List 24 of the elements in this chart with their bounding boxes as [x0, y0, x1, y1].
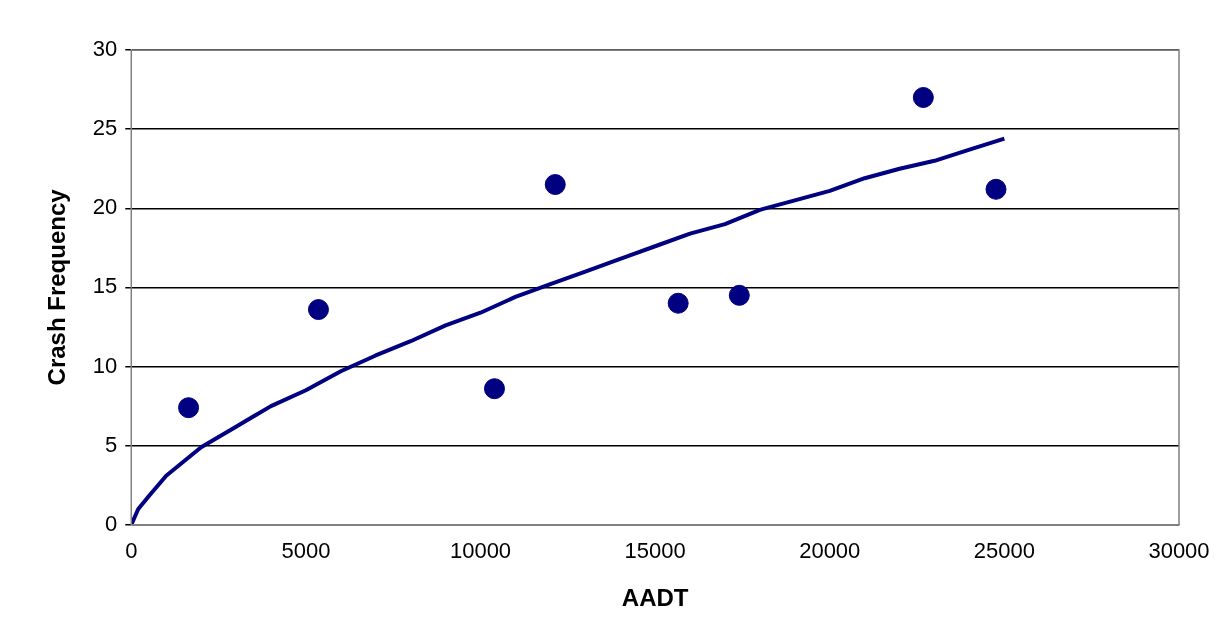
point — [728, 284, 750, 306]
x-tick-label: 20000 — [799, 538, 861, 564]
y-tick-label: 25 — [92, 115, 118, 141]
point — [307, 299, 329, 321]
y-tick-label: 15 — [92, 273, 118, 299]
point — [178, 397, 200, 419]
x-tick-label: 30000 — [1148, 538, 1210, 564]
x-tick-label: 0 — [125, 538, 138, 564]
x-tick-label: 25000 — [973, 538, 1035, 564]
x-axis-title: AADT — [621, 584, 689, 612]
y-tick-label: 10 — [92, 352, 118, 378]
y-tick-label: 20 — [92, 194, 118, 220]
point — [667, 292, 689, 314]
y-tick-label: 5 — [105, 431, 118, 457]
x-tick-label: 15000 — [624, 538, 686, 564]
x-tick-label: 5000 — [281, 538, 331, 564]
x-tick-label: 10000 — [449, 538, 512, 564]
point — [912, 86, 934, 108]
y-tick-label: 0 — [105, 510, 118, 536]
y-tick-label: 30 — [92, 36, 118, 62]
point — [483, 378, 505, 400]
point — [985, 178, 1007, 200]
y-axis-title: Crash Frequency — [43, 188, 71, 386]
point — [544, 174, 566, 196]
